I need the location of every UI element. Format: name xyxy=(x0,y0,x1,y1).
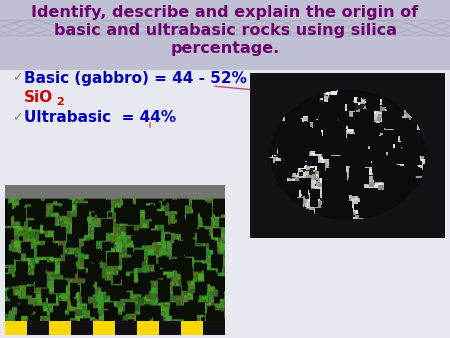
Text: SiO: SiO xyxy=(24,91,53,105)
Text: ✓: ✓ xyxy=(12,72,22,84)
FancyBboxPatch shape xyxy=(0,0,450,70)
Bar xyxy=(5,321,27,335)
Bar xyxy=(115,321,137,335)
Bar xyxy=(203,321,225,335)
Bar xyxy=(27,321,49,335)
Text: Basic (gabbro) = 44 - 52%: Basic (gabbro) = 44 - 52% xyxy=(24,71,247,86)
Text: percentage.: percentage. xyxy=(171,42,279,56)
Text: Identify, describe and explain the origin of: Identify, describe and explain the origi… xyxy=(32,5,419,21)
Text: ✓: ✓ xyxy=(12,112,22,124)
Text: 2: 2 xyxy=(56,97,64,107)
Text: basic and ultrabasic rocks using silica: basic and ultrabasic rocks using silica xyxy=(54,24,396,39)
Text: Ultrabasic  = 44%: Ultrabasic = 44% xyxy=(24,111,176,125)
Bar xyxy=(71,321,93,335)
Bar xyxy=(159,321,181,335)
Bar xyxy=(181,321,203,335)
Bar xyxy=(49,321,71,335)
Bar xyxy=(93,321,115,335)
Bar xyxy=(137,321,159,335)
